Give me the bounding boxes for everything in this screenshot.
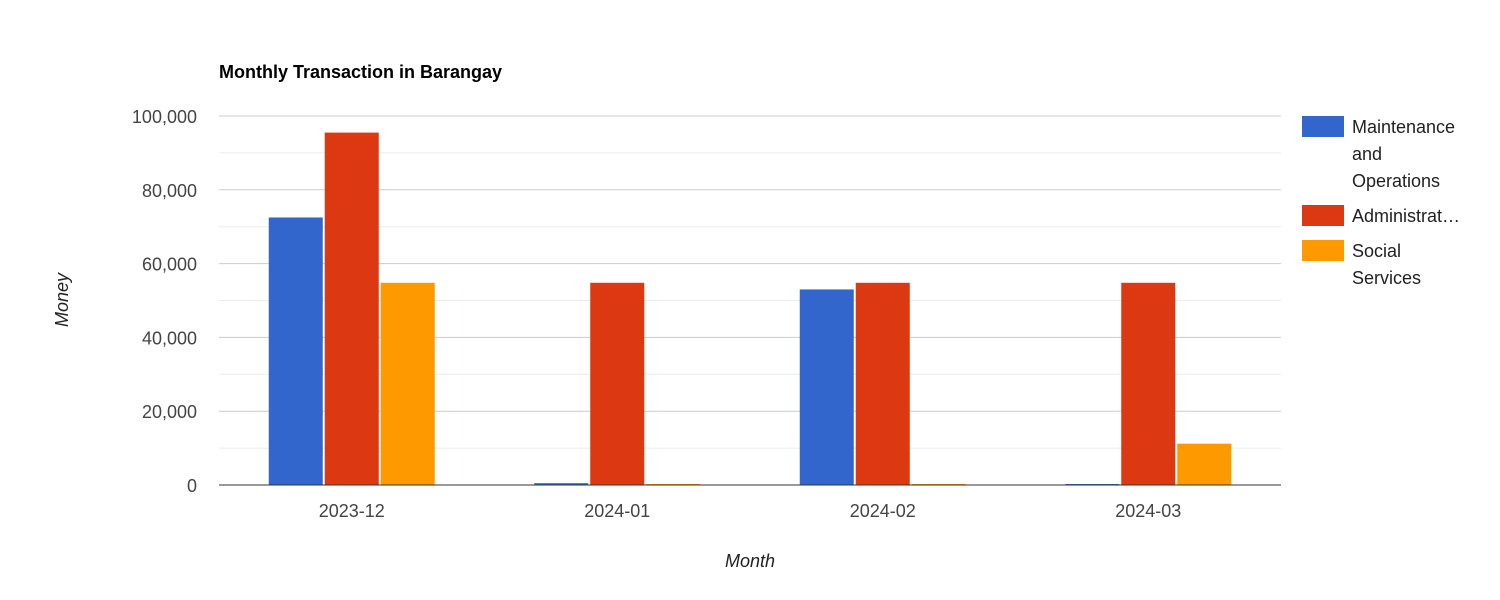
bar — [1177, 443, 1232, 485]
legend-swatch — [1302, 116, 1344, 137]
chart-title: Monthly Transaction in Barangay — [219, 62, 502, 82]
legend: Maintenance and Operations Administrat… Soci… — [1302, 116, 1460, 288]
x-tick-label: 2024-01 — [584, 501, 650, 521]
bar — [590, 282, 645, 485]
y-axis-ticks: 0 20,000 40,000 60,000 80,000 100,000 — [132, 107, 197, 496]
y-tick-label: 60,000 — [142, 255, 197, 275]
x-tick-label: 2024-02 — [850, 501, 916, 521]
bar — [268, 217, 323, 485]
legend-label: Operations — [1352, 171, 1440, 191]
y-tick-label: 20,000 — [142, 402, 197, 422]
x-axis-title: Month — [725, 551, 775, 571]
bars — [268, 132, 1232, 486]
legend-swatch — [1302, 240, 1344, 261]
bar — [1121, 282, 1176, 485]
bar — [534, 483, 589, 485]
bar — [799, 289, 854, 485]
legend-label: Social — [1352, 241, 1401, 261]
y-axis-title: Money — [52, 272, 72, 327]
y-tick-label: 100,000 — [132, 107, 197, 127]
x-axis-ticks: 2023-12 2024-01 2024-02 2024-03 — [319, 501, 1182, 521]
y-tick-label: 80,000 — [142, 181, 197, 201]
legend-label: and — [1352, 144, 1382, 164]
y-tick-label: 0 — [187, 476, 197, 496]
y-tick-label: 40,000 — [142, 328, 197, 348]
bar — [855, 282, 910, 485]
legend-item: Maintenance and Operations — [1302, 116, 1455, 191]
legend-label: Services — [1352, 268, 1421, 288]
x-tick-label: 2023-12 — [319, 501, 385, 521]
bar — [380, 282, 435, 485]
legend-label: Administrat… — [1352, 206, 1460, 226]
legend-label: Maintenance — [1352, 117, 1455, 137]
legend-swatch — [1302, 205, 1344, 226]
bar — [324, 132, 379, 486]
legend-item: Administrat… — [1302, 205, 1460, 226]
legend-item: Social Services — [1302, 240, 1421, 288]
x-tick-label: 2024-03 — [1115, 501, 1181, 521]
